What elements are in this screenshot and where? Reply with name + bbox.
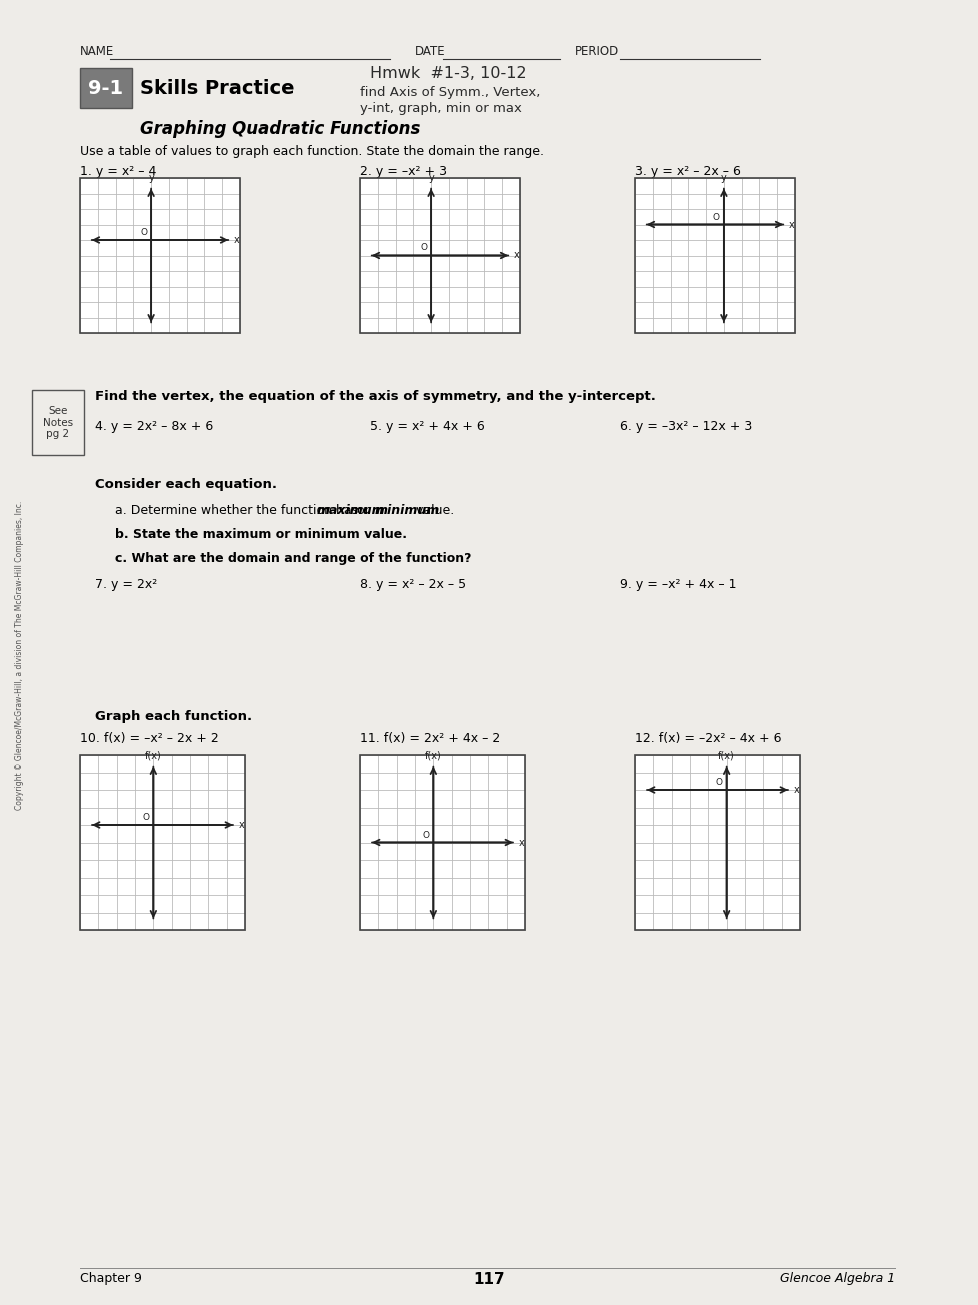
Text: O: O [420,244,426,252]
Text: Chapter 9: Chapter 9 [80,1272,142,1285]
Text: Skills Practice: Skills Practice [140,78,294,98]
Text: x: x [234,235,240,245]
Text: Hmwk  #1-3, 10-12: Hmwk #1-3, 10-12 [370,67,526,81]
Bar [80,756,244,930]
Text: y-int, graph, min or max: y-int, graph, min or max [360,102,521,115]
Text: 9. y = –x² + 4x – 1: 9. y = –x² + 4x – 1 [619,578,735,591]
Text: O: O [712,213,719,222]
Bar [360,756,524,930]
Text: Copyright © Glencoe/McGraw-Hill, a division of The McGraw-Hill Companies, Inc.: Copyright © Glencoe/McGraw-Hill, a divis… [16,500,24,809]
Bar [360,177,519,333]
Bar [635,177,794,333]
Text: 6. y = –3x² – 12x + 3: 6. y = –3x² – 12x + 3 [619,420,751,433]
Text: 10. f(x) = –x² – 2x + 2: 10. f(x) = –x² – 2x + 2 [80,732,218,745]
Bar [80,177,240,333]
Text: maximum: maximum [316,504,384,517]
Bar [360,756,524,930]
Bar [32,390,84,455]
Bar [80,756,244,930]
Text: Graph each function.: Graph each function. [95,710,252,723]
Text: Graphing Quadratic Functions: Graphing Quadratic Functions [140,120,420,138]
Text: find Axis of Symm., Vertex,: find Axis of Symm., Vertex, [360,86,540,99]
Text: PERIOD: PERIOD [574,44,619,57]
Text: O: O [715,778,722,787]
Text: 12. f(x) = –2x² – 4x + 6: 12. f(x) = –2x² – 4x + 6 [635,732,780,745]
Text: x: x [239,820,244,830]
Text: y: y [148,172,154,183]
Text: 8. y = x² – 2x – 5: 8. y = x² – 2x – 5 [360,578,466,591]
Text: 1. y = x² – 4: 1. y = x² – 4 [80,164,156,177]
Text: 9-1: 9-1 [88,78,123,98]
Text: 5. y = x² + 4x + 6: 5. y = x² + 4x + 6 [370,420,484,433]
Text: a. Determine whether the function has: a. Determine whether the function has [114,504,362,517]
Text: or: or [353,504,374,517]
Text: DATE: DATE [415,44,445,57]
Text: 11. f(x) = 2x² + 4x – 2: 11. f(x) = 2x² + 4x – 2 [360,732,500,745]
Text: x: x [513,251,519,261]
Text: O: O [422,830,429,839]
Text: value.: value. [412,504,454,517]
Text: NAME: NAME [80,44,114,57]
Text: 7. y = 2x²: 7. y = 2x² [95,578,157,591]
Text: b. State the maximum or minimum value.: b. State the maximum or minimum value. [114,529,407,542]
Text: Glencoe Algebra 1: Glencoe Algebra 1 [778,1272,894,1285]
Text: O: O [140,228,147,238]
Bar [80,177,240,333]
Text: 4. y = 2x² – 8x + 6: 4. y = 2x² – 8x + 6 [95,420,213,433]
Text: f(x): f(x) [718,750,734,761]
Bar [635,756,799,930]
Text: 117: 117 [473,1272,505,1287]
Text: x: x [793,786,799,795]
Text: x: x [518,838,524,847]
Text: minimum: minimum [375,504,439,517]
Text: 2. y = –x² + 3: 2. y = –x² + 3 [360,164,447,177]
Text: Find the vertex, the equation of the axis of symmetry, and the y-intercept.: Find the vertex, the equation of the axi… [95,390,655,403]
Bar [635,756,799,930]
Text: f(x): f(x) [145,750,161,761]
FancyBboxPatch shape [80,68,132,108]
Text: See
Notes
pg 2: See Notes pg 2 [43,406,73,438]
Text: x: x [788,219,794,230]
Text: Use a table of values to graph each function. State the domain the range.: Use a table of values to graph each func… [80,145,544,158]
Bar [635,177,794,333]
Text: y: y [427,172,433,183]
Text: 3. y = x² – 2x – 6: 3. y = x² – 2x – 6 [635,164,740,177]
Text: Consider each equation.: Consider each equation. [95,478,277,491]
Text: f(x): f(x) [424,750,441,761]
Text: y: y [720,172,726,183]
Text: c. What are the domain and range of the function?: c. What are the domain and range of the … [114,552,471,565]
Bar [360,177,519,333]
Text: O: O [142,813,150,822]
